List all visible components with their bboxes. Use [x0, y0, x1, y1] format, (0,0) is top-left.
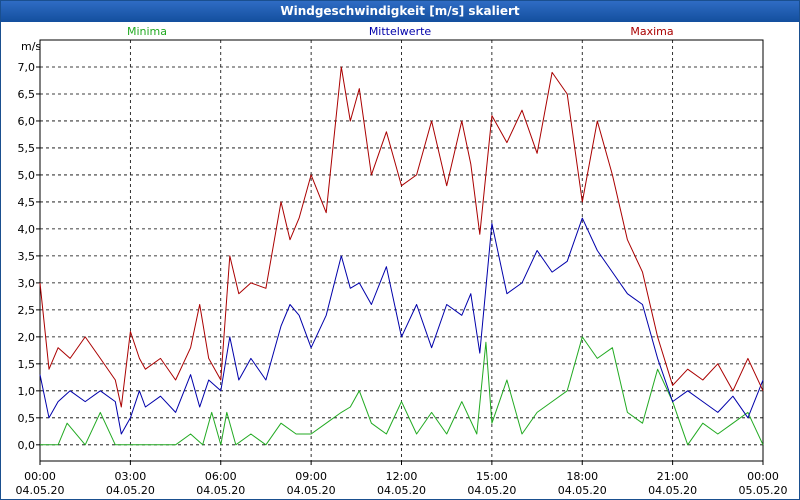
y-axis: 0,0 0,5 1,0 1,5 2,0 2,5 3,0 3,5 4,0 4,5 5,0 5,5 6,0 6… — [18, 61, 40, 452]
x-tick-date: 04.05.20 — [377, 484, 426, 497]
x-tick-date: 04.05.20 — [196, 484, 245, 497]
y-tick-label: 5,5 — [18, 142, 36, 155]
series-line-mittelwerte — [39, 217, 764, 435]
y-tick-label: 2,5 — [18, 304, 36, 317]
y-tick-label: 4,5 — [18, 196, 36, 209]
y-tick-label: 0,0 — [18, 439, 36, 452]
y-tick-label: 1,5 — [18, 358, 36, 371]
y-tick-label: 6,0 — [18, 115, 36, 128]
x-tick-date: 05.05.20 — [739, 484, 788, 497]
series-line-maxima — [39, 66, 764, 408]
y-tick-label: 6,5 — [18, 88, 36, 101]
legend-entry-minima: Minima — [127, 25, 167, 38]
x-tick-time: 21:00 — [657, 470, 689, 483]
legend: Minima Mittelwerte Maxima — [127, 25, 674, 38]
y-tick-label: 0,5 — [18, 412, 36, 425]
x-tick-time: 03:00 — [115, 470, 147, 483]
y-tick-label: 2,0 — [18, 331, 36, 344]
x-tick-date: 04.05.20 — [287, 484, 336, 497]
x-tick-time: 18:00 — [566, 470, 598, 483]
x-tick-time: 06:00 — [205, 470, 237, 483]
y-axis-label: m/s — [21, 40, 41, 53]
grid — [40, 40, 763, 461]
window-title: Windgeschwindigkeit [m/s] skaliert — [1, 1, 799, 22]
series-line-minima — [40, 336, 764, 446]
x-tick-time: 12:00 — [386, 470, 418, 483]
x-tick-time: 15:00 — [476, 470, 508, 483]
y-tick-label: 3,5 — [18, 250, 36, 263]
y-tick-label: 1,0 — [18, 385, 36, 398]
x-tick-date: 04.05.20 — [467, 484, 516, 497]
x-tick-date: 04.05.20 — [16, 484, 65, 497]
y-tick-label: 3,0 — [18, 277, 36, 290]
legend-entry-mittelwerte: Mittelwerte — [369, 25, 432, 38]
x-tick-time: 00:00 — [747, 470, 779, 483]
x-axis: 00:0004.05.2003:0004.05.2006:0004.05.200… — [16, 461, 788, 497]
x-tick-date: 04.05.20 — [558, 484, 607, 497]
x-tick-time: 09:00 — [295, 470, 327, 483]
x-tick-date: 04.05.20 — [648, 484, 697, 497]
legend-entry-maxima: Maxima — [630, 25, 673, 38]
x-tick-date: 04.05.20 — [106, 484, 155, 497]
y-tick-label: 7,0 — [18, 61, 36, 74]
series-group — [39, 66, 764, 446]
x-tick-time: 00:00 — [24, 470, 56, 483]
y-tick-label: 5,0 — [18, 169, 36, 182]
y-tick-label: 4,0 — [18, 223, 36, 236]
